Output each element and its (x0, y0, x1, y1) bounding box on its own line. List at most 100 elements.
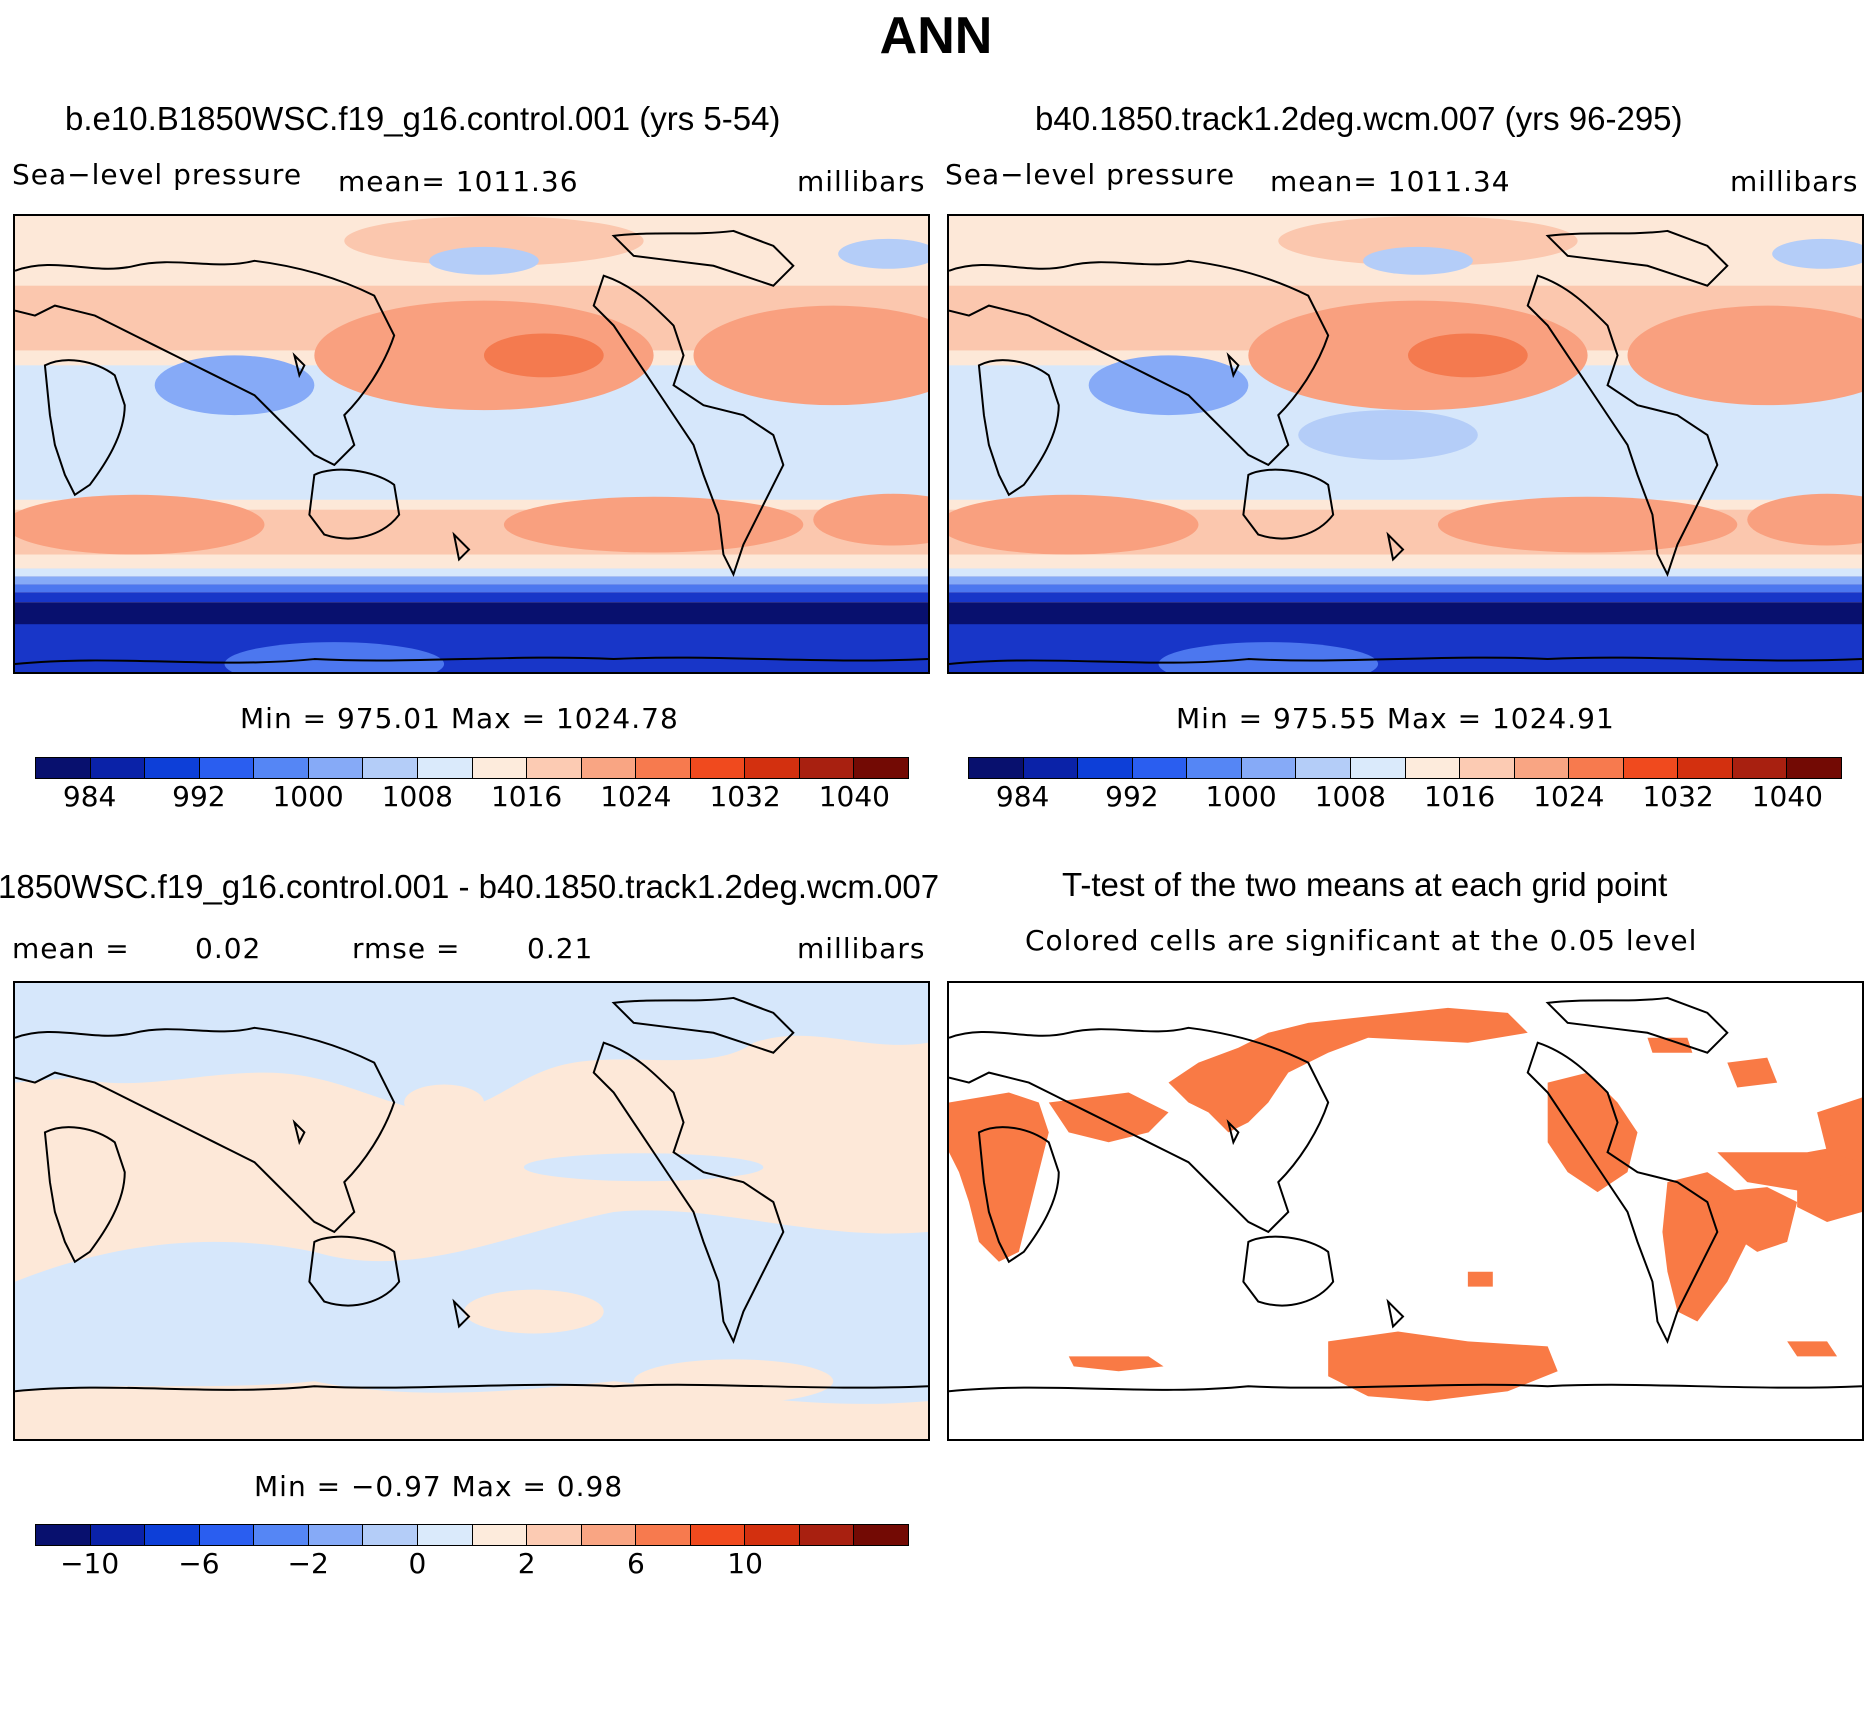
panel2-units-label: millibars (1730, 165, 1859, 198)
panel1-mean-label: mean= 1011.36 (338, 165, 579, 198)
colorbar-segment (745, 1525, 800, 1545)
panel3-colorbar (35, 1524, 909, 1546)
p4-coastlines (949, 996, 1862, 1393)
colorbar-tick-label: 992 (1105, 780, 1159, 813)
colorbar-segment (854, 1525, 908, 1545)
colorbar-segment (417, 1525, 473, 1545)
colorbar-segment (254, 758, 309, 778)
p3-coastlines (15, 996, 928, 1393)
p3-sp-pale (464, 1289, 604, 1334)
colorbar-tick-label: 992 (172, 780, 226, 813)
colorbar-segment (1241, 758, 1297, 778)
panel2-title: b40.1850.track1.2deg.wcm.007 (yrs 96-295… (1035, 100, 1683, 137)
colorbar-tick-label: 1016 (490, 780, 563, 813)
p1-band3 (15, 576, 928, 585)
panel4-map (947, 981, 1864, 1441)
p4-sig-africa (949, 1092, 1049, 1262)
p1-icelandic (838, 238, 928, 269)
p2-icelandic (1772, 238, 1862, 269)
colorbar-segment (1623, 758, 1679, 778)
colorbar-segment (581, 1525, 637, 1545)
panel3-mean-value: 0.02 (195, 932, 262, 965)
p2-pac-high-core (1407, 333, 1528, 378)
p2-aleutian (1363, 246, 1473, 275)
colorbar-segment (36, 1525, 91, 1545)
p3-eqpac-blue (523, 1153, 764, 1182)
colorbar-tick-label: 984 (995, 780, 1050, 813)
p2-antarctic-patch (1158, 642, 1379, 672)
p2-band4 (949, 584, 1862, 593)
colorbar-tick-label: 1040 (1751, 780, 1824, 813)
colorbar-segment (1078, 758, 1133, 778)
p3-sat-pale (633, 1359, 834, 1404)
panel2-mean-label: mean= 1011.34 (1270, 165, 1511, 198)
colorbar-segment (90, 1525, 146, 1545)
colorbar-segment (690, 758, 746, 778)
colorbar-tick-label: 6 (626, 1547, 645, 1580)
panel2-variable-label: Sea−level pressure (945, 158, 1236, 191)
colorbar-tick-label: 1024 (1533, 780, 1605, 813)
colorbar-tick-label: 1016 (1423, 780, 1496, 813)
colorbar-segment (472, 758, 528, 778)
colorbar-segment (527, 758, 582, 778)
panel3-rmse-label: rmse = (352, 932, 461, 965)
colorbar-tick-label: −2 (287, 1547, 329, 1580)
p4-sig-asia (1168, 1007, 1528, 1133)
colorbar-tick-label: 2 (517, 1547, 536, 1580)
p3-ant-pale (54, 1407, 235, 1436)
colorbar-segment (854, 758, 908, 778)
colorbar-tick-label: −10 (60, 1547, 120, 1580)
panel1-title: b.e10.B1850WSC.f19_g16.control.001 (yrs … (65, 100, 781, 137)
colorbar-segment (363, 758, 418, 778)
panel2-colorbar-ticks: 984 992 1000 1008 1016 1024 1032 1040 (968, 780, 1842, 820)
p1-antarctic (15, 624, 928, 672)
colorbar-segment (90, 758, 146, 778)
panel3-minmax: Min = −0.97 Max = 0.98 (254, 1470, 624, 1503)
colorbar-segment (636, 758, 691, 778)
colorbar-tick-label: 1000 (1205, 780, 1277, 813)
panel3-units-label: millibars (797, 932, 926, 965)
p4-sig-canada (1647, 1037, 1693, 1053)
p1-sio-high (15, 494, 265, 555)
p2-atl-high (1627, 305, 1862, 406)
colorbar-segment (581, 758, 637, 778)
panel2-slp-map-svg (949, 216, 1862, 672)
p2-band5 (949, 592, 1862, 603)
colorbar-segment (1678, 758, 1733, 778)
panel2-minmax: Min = 975.55 Max = 1024.91 (1176, 702, 1615, 735)
colorbar-segment (1405, 758, 1461, 778)
p1-atl-high (693, 305, 928, 406)
colorbar-tick-label: 1032 (709, 780, 781, 813)
panel1-variable-label: Sea−level pressure (12, 158, 303, 191)
colorbar-segment (1296, 758, 1351, 778)
colorbar-segment (1132, 758, 1188, 778)
colorbar-segment (308, 1525, 364, 1545)
colorbar-segment (636, 1525, 691, 1545)
panel3-diff-map-svg (15, 983, 928, 1439)
colorbar-segment (363, 1525, 418, 1545)
p4-significant-cells (949, 1007, 1862, 1402)
colorbar-segment (417, 758, 473, 778)
panel1-colorbar-ticks: 984 992 1000 1008 1016 1024 1032 1040 (35, 780, 909, 820)
p4-sig-safrica-coast (1787, 1341, 1838, 1357)
p4-sig-southpac (1328, 1331, 1558, 1402)
colorbar-segment (1187, 758, 1242, 778)
colorbar-tick-label: 10 (727, 1547, 763, 1580)
figure-title: ANN (879, 7, 993, 65)
panel1-slp-map-svg (15, 216, 928, 672)
p1-aleutian (429, 246, 539, 275)
panel1-minmax: Min = 975.01 Max = 1024.78 (240, 702, 679, 735)
panel3-mean-label: mean = (12, 932, 130, 965)
p2-antarctic (949, 624, 1862, 672)
p4-sig-greenland (1727, 1057, 1778, 1088)
p1-antarctic-patch (224, 642, 445, 672)
colorbar-tick-label: 1032 (1642, 780, 1714, 813)
p4-sig-tropatl (1797, 1172, 1862, 1222)
colorbar-segment (745, 758, 800, 778)
colorbar-tick-label: 984 (62, 780, 117, 813)
colorbar-tick-label: −6 (178, 1547, 220, 1580)
p4-sig-mideast (1048, 1092, 1169, 1143)
p2-coastlines (949, 229, 1862, 666)
colorbar-tick-label: 1008 (381, 780, 454, 813)
panel4-title: T-test of the two means at each grid poi… (1062, 866, 1668, 903)
